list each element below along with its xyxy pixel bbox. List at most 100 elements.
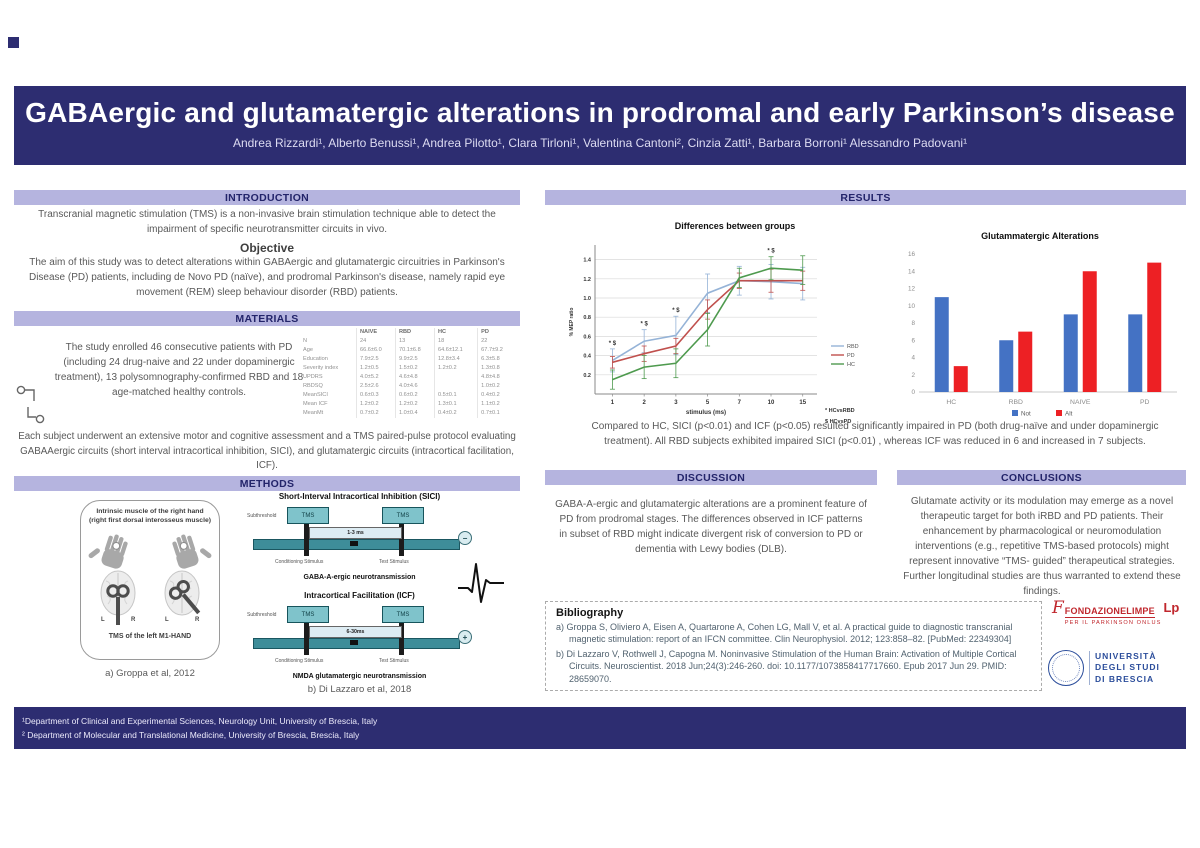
bibliography-list: a) Groppa S, Oliviero A, Eisen A, Quarta… [556, 621, 1031, 685]
svg-text:0.6: 0.6 [583, 334, 591, 340]
objective-text: The aim of this study was to detect alte… [28, 257, 506, 298]
svg-text:10: 10 [768, 400, 775, 406]
svg-text:0.8: 0.8 [583, 315, 591, 321]
table-row: UPDRS 4.0±5.2 4.6±4.8 4.8±4.8 [300, 373, 516, 383]
materials-table-wrap: NAIVE RBD HC PD N 24 13 18 22 Age 66.6±6.0 70.1±6.8… [300, 328, 516, 419]
inhibition-sign-icon: − [458, 531, 472, 545]
unibs-line2: DEGLI STUDI [1095, 662, 1160, 673]
svg-text:10: 10 [908, 303, 916, 310]
university-brescia-logo: UNIVERSITÀ DEGLI STUDI DI BRESCIA [1048, 650, 1190, 686]
conditioning-stimulus-label: Conditioning Stimulus [275, 658, 324, 664]
test-stimulus-label: Test Stimulus [379, 658, 409, 664]
university-seal-icon [1048, 650, 1084, 686]
limpe-subtitle: PER IL PARKINSON ONLUS [1064, 620, 1162, 626]
materials-heading: MATERIALS [14, 311, 520, 326]
svg-text:RBD: RBD [847, 344, 859, 350]
svg-text:3: 3 [674, 400, 678, 406]
limpe-name: FONDAZIONELIMPE [1064, 606, 1155, 618]
svg-text:HC: HC [946, 399, 956, 406]
svg-text:7: 7 [738, 400, 742, 406]
bibliography-heading: Bibliography [556, 607, 624, 619]
svg-text:1: 1 [611, 400, 615, 406]
svg-text:Alt: Alt [1065, 411, 1073, 418]
svg-text:4: 4 [911, 355, 915, 362]
bibliography-entry: a) Groppa S, Oliviero A, Eisen A, Quarta… [556, 622, 1013, 645]
line-chart-title: Differences between groups [674, 221, 796, 231]
svg-text:6: 6 [911, 337, 915, 344]
authors-line: Andrea Rizzardi¹, Alberto Benussi¹, Andr… [232, 136, 968, 150]
methods-heading: METHODS [14, 476, 520, 491]
tms-box: TMS [382, 606, 424, 623]
bar-chart: 0 2 4 6 8 10 12 14 16 HC RBD NAIVE PD Not Alt [908, 251, 1177, 418]
svg-text:NAIVE: NAIVE [1070, 399, 1091, 406]
introduction-heading: INTRODUCTION [14, 190, 520, 205]
sici-diagram: Subthreshold TMS TMS 1-3 ms − Conditioni… [247, 507, 472, 569]
svg-text:1.4: 1.4 [583, 258, 592, 264]
svg-text:2: 2 [642, 400, 646, 406]
svg-text:8: 8 [911, 320, 915, 327]
results-heading: RESULTS [545, 190, 1186, 205]
table-row: Severity index 1.2±0.5 1.5±0.2 1.2±0.2 1.3±0… [300, 364, 516, 374]
svg-text:HC: HC [847, 362, 855, 368]
logo-divider [1089, 651, 1090, 685]
svg-text:* $: * $ [640, 322, 648, 328]
conditioning-stimulus-marker [304, 524, 309, 556]
test-stimulus-label: Test Stimulus [379, 559, 409, 565]
figure-b-caption: b) Di Lazzaro et al, 2018 [307, 684, 412, 695]
svg-text:15: 15 [799, 400, 806, 406]
svg-text:14: 14 [908, 268, 916, 275]
discussion-text: GABA-A-ergic and glutamatergic alteratio… [555, 499, 867, 555]
svg-text:PD: PD [847, 353, 855, 359]
tms-box: TMS [287, 507, 329, 524]
svg-text:$ HCvsPD: $ HCvsPD [825, 419, 851, 425]
sici-title: Short-Interval Intracortical Inhibition … [278, 492, 441, 501]
conditioning-stimulus-marker [304, 623, 309, 655]
icf-interval-label: 6-30ms [309, 626, 402, 638]
svg-text:* $: * $ [672, 308, 680, 314]
icf-diagram: Subthreshold TMS TMS 6-30ms + Conditioni… [247, 606, 472, 668]
test-stimulus-marker [399, 623, 404, 655]
svg-text:5: 5 [706, 400, 710, 406]
conclusions-heading: CONCLUSIONS [897, 470, 1186, 485]
conclusions-text: Glutamate activity or its modulation may… [909, 496, 1175, 567]
methods-figure-paired-pulse: Short-Interval Intracortical Inhibition … [242, 492, 477, 690]
svg-text:0: 0 [911, 389, 915, 396]
materials-table: NAIVE RBD HC PD N 24 13 18 22 Age 66.6±6.0 70.1±6.8… [300, 328, 516, 419]
svg-text:% MEP ratio: % MEP ratio [569, 308, 575, 337]
affiliation-2: ² Department of Molecular and Translatio… [22, 730, 360, 740]
figure-a-title-line2: (right first dorsal interosseus muscle) [89, 516, 211, 524]
page-title: GABAergic and glutamatergic alterations … [25, 97, 1175, 128]
objective-heading: Objective [239, 241, 295, 255]
limpe-mark: Lp [1163, 600, 1180, 615]
poster-header: GABAergic and glutamatergic alterations … [14, 86, 1186, 165]
table-row: MeanSICI 0.6±0.3 0.6±0.2 0.5±0.1 0.4±0.2 [300, 391, 516, 401]
isi-marker [350, 640, 358, 645]
svg-text:stimulus (ms): stimulus (ms) [686, 409, 726, 416]
table-row: N 24 13 18 22 [300, 337, 516, 347]
bibliography-entry: b) Di Lazzaro V, Rothwell J, Capogna M. … [556, 648, 1017, 684]
line-chart: 0.2 0.4 0.6 0.8 1.0 1.2 1.4 1 2 3 5 7 10 15 stimulus (… [569, 245, 859, 425]
limpe-initial: F [1052, 598, 1064, 618]
brain-right-label: R [195, 617, 200, 623]
svg-text:0.2: 0.2 [583, 373, 591, 379]
icf-caption: NMDA glutamatergic neurotransmission [292, 673, 427, 680]
bar-chart-title: Glutammatergic Alterations [981, 231, 1099, 241]
materials-protocol-text: Each subject underwent an extensive moto… [18, 431, 516, 472]
sici-caption: GABA-A-ergic neurotransmission [303, 574, 416, 581]
svg-text:0.4: 0.4 [583, 354, 592, 360]
coil-schematic-icon [16, 385, 45, 424]
table-row: Mean ICF 1.2±0.2 1.2±0.2 1.3±0.1 1.1±0.2 [300, 400, 516, 410]
facilitation-sign-icon: + [458, 630, 472, 644]
svg-text:Not: Not [1021, 411, 1031, 418]
unibs-line3: DI BRESCIA [1095, 673, 1155, 684]
tms-box: TMS [287, 606, 329, 623]
unibs-line1: UNIVERSITÀ [1095, 650, 1157, 661]
brain-right-label: R [131, 617, 136, 623]
poster-footer: ¹Department of Clinical and Experimental… [14, 707, 1186, 749]
svg-text:1.0: 1.0 [583, 296, 591, 302]
icf-title: Intracortical Facilitation (ICF) [304, 591, 415, 600]
svg-text:* $: * $ [767, 249, 775, 255]
svg-text:* $: * $ [609, 341, 617, 347]
svg-text:RBD: RBD [1009, 399, 1023, 406]
materials-text: The study enrolled 46 consecutive patien… [54, 342, 304, 398]
